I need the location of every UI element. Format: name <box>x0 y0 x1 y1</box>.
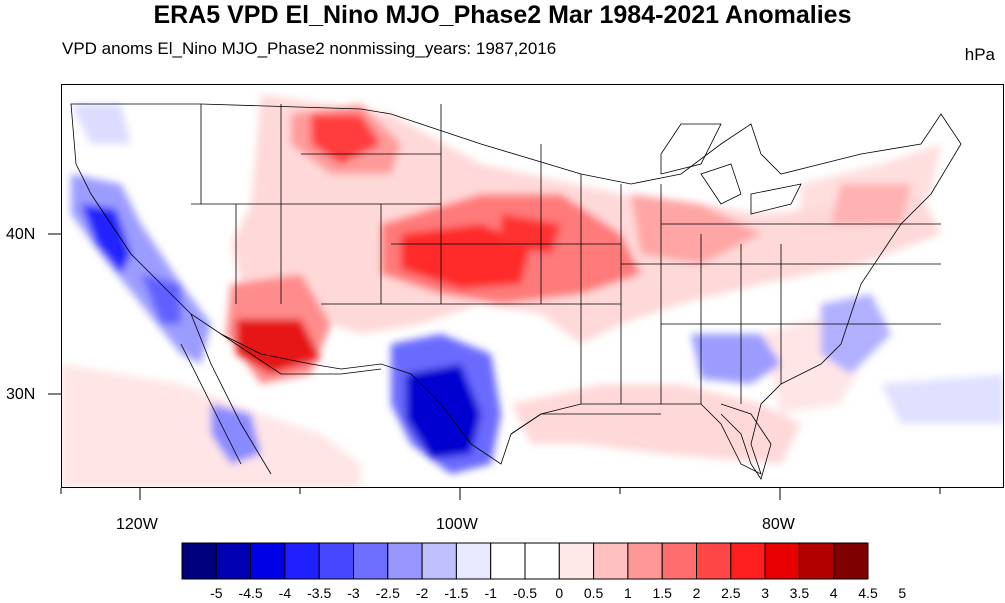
colorbar-tick-label: 5 <box>898 585 907 601</box>
colorbar-swatch <box>387 542 423 580</box>
colorbar-tick-label: 4 <box>829 585 838 601</box>
colorbar-swatch <box>627 542 663 580</box>
lon-label-80w: 80W <box>762 516 795 533</box>
boundaries <box>70 103 962 480</box>
lon-label-120w: 120W <box>116 516 158 533</box>
colorbar-tick-label: 1 <box>623 585 632 601</box>
colorbar-tick-label: 4.5 <box>858 585 878 601</box>
colorbar-swatch <box>593 542 629 580</box>
colorbar-tick-label: -5 <box>210 585 223 601</box>
colorbar-tick-label: -2 <box>415 585 429 601</box>
colorbar-tick-label: 2 <box>692 585 701 601</box>
colorbar-swatch <box>421 542 457 580</box>
colorbar-swatch <box>490 542 526 580</box>
colorbar-swatch <box>284 542 320 580</box>
colorbar-swatch <box>215 542 252 580</box>
colorbar-swatch <box>661 542 698 580</box>
colorbar-tick-label: 2.5 <box>721 585 741 601</box>
colorbar-swatch <box>250 542 286 580</box>
lon-label-100w: 100W <box>436 516 478 533</box>
colorbar-tick-label: 1.5 <box>652 585 672 601</box>
colorbar-tick-label: -2.5 <box>375 585 400 601</box>
colorbar-swatch <box>524 542 560 580</box>
map-subtitle: VPD anoms El_Nino MJO_Phase2 nonmissing_… <box>62 39 557 58</box>
colorbar-tick-label: 0 <box>555 585 564 601</box>
units-label: hPa <box>964 45 995 64</box>
colorbar-tick-label: 3.5 <box>789 585 810 601</box>
colorbar-swatch <box>730 542 766 580</box>
anomaly-map <box>61 84 1004 488</box>
colorbar-swatch <box>353 542 389 580</box>
colorbar-tick-label: -0.5 <box>512 585 538 601</box>
colorbar-swatch <box>764 542 800 580</box>
colorbar-tick-label: -4.5 <box>238 585 263 601</box>
map-title: ERA5 VPD El_Nino MJO_Phase2 Mar 1984-202… <box>153 1 852 29</box>
colorbar-tick-label: 0.5 <box>583 585 604 601</box>
colorbar-tick-label: 3 <box>761 585 769 601</box>
colorbar-swatch <box>558 542 595 580</box>
colorbar-tick-label: -1.5 <box>444 585 469 601</box>
colorbar-swatch <box>318 542 355 580</box>
colorbar-swatch <box>798 542 835 580</box>
lat-label-30n: 30N <box>6 386 36 403</box>
colorbar-tick-label: -3.5 <box>307 585 332 601</box>
map-canvas <box>61 84 1004 488</box>
colorbar-tick-label: -3 <box>347 585 360 601</box>
colorbar-swatch <box>455 542 492 580</box>
colorbar-tick-label: -1 <box>484 585 497 601</box>
colorbar-swatch <box>696 542 732 580</box>
colorbar-tick-label: -4 <box>278 585 292 601</box>
colorbar-swatch <box>181 542 217 580</box>
colorbar-swatch <box>833 542 869 580</box>
lat-label-40n: 40N <box>6 226 36 243</box>
